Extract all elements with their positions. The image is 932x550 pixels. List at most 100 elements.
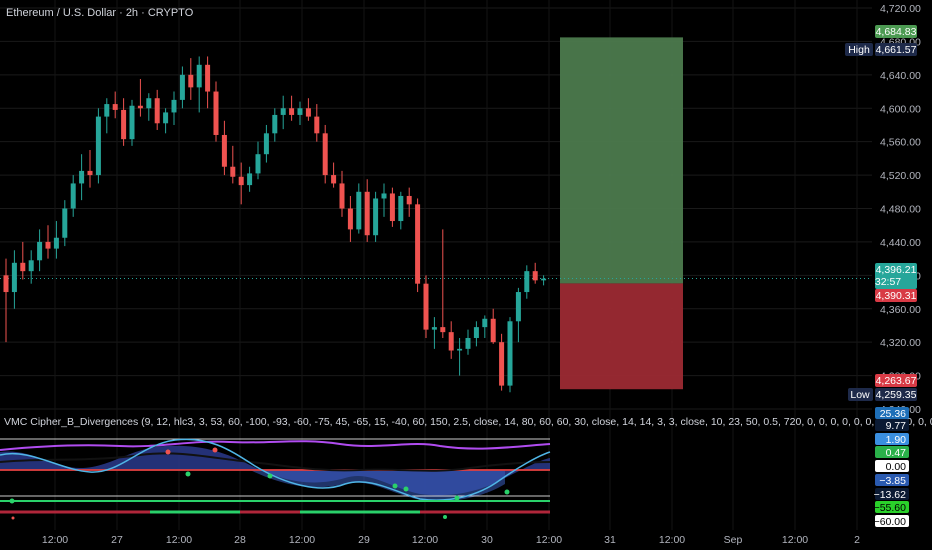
candle[interactable] bbox=[381, 183, 387, 217]
candle-body[interactable] bbox=[45, 241, 51, 249]
indicator-label[interactable]: VMC Cipher_B_Divergences (9, 12, hlc3, 3… bbox=[4, 416, 932, 428]
candle[interactable] bbox=[79, 154, 85, 201]
candle[interactable] bbox=[448, 321, 454, 359]
candle[interactable] bbox=[3, 258, 9, 343]
candle-body[interactable] bbox=[37, 241, 43, 261]
candle[interactable] bbox=[255, 141, 261, 180]
candle-body[interactable] bbox=[297, 108, 303, 115]
candle[interactable] bbox=[11, 250, 17, 309]
candle[interactable] bbox=[163, 108, 169, 134]
candle-body[interactable] bbox=[423, 283, 429, 330]
candle[interactable] bbox=[230, 145, 236, 184]
candle[interactable] bbox=[465, 329, 471, 355]
candle[interactable] bbox=[28, 250, 34, 284]
candle-body[interactable] bbox=[532, 271, 538, 281]
candle-body[interactable] bbox=[11, 262, 17, 293]
candle-body[interactable] bbox=[415, 204, 421, 284]
candle-body[interactable] bbox=[79, 170, 85, 184]
candle-body[interactable] bbox=[104, 104, 110, 117]
candle-body[interactable] bbox=[263, 133, 269, 155]
candle[interactable] bbox=[238, 162, 244, 205]
candle-body[interactable] bbox=[364, 191, 370, 236]
candle-body[interactable] bbox=[20, 262, 26, 272]
candle[interactable] bbox=[331, 162, 337, 188]
candle[interactable] bbox=[121, 98, 127, 146]
candle-body[interactable] bbox=[87, 170, 93, 176]
candle[interactable] bbox=[213, 81, 219, 142]
candle[interactable] bbox=[440, 229, 446, 338]
candle[interactable] bbox=[272, 108, 278, 142]
long-position-tool[interactable] bbox=[560, 37, 683, 390]
candle-body[interactable] bbox=[431, 327, 437, 330]
candle[interactable] bbox=[423, 275, 429, 338]
candle-body[interactable] bbox=[205, 64, 211, 92]
candle-body[interactable] bbox=[507, 321, 513, 386]
candle[interactable] bbox=[247, 166, 253, 192]
candle[interactable] bbox=[482, 315, 488, 338]
candle[interactable] bbox=[364, 179, 370, 242]
candle-body[interactable] bbox=[280, 108, 286, 115]
candle-body[interactable] bbox=[28, 260, 34, 272]
candle[interactable] bbox=[431, 317, 437, 349]
candle-body[interactable] bbox=[347, 208, 353, 230]
candle[interactable] bbox=[457, 337, 463, 376]
candle[interactable] bbox=[53, 221, 59, 259]
candle[interactable] bbox=[322, 124, 328, 184]
candle[interactable] bbox=[297, 101, 303, 125]
candle[interactable] bbox=[389, 187, 395, 227]
candle-body[interactable] bbox=[129, 105, 135, 140]
candle[interactable] bbox=[87, 150, 93, 188]
candle[interactable] bbox=[154, 89, 160, 130]
candle-body[interactable] bbox=[188, 74, 194, 88]
candle[interactable] bbox=[532, 262, 538, 284]
candle[interactable] bbox=[221, 120, 227, 176]
candle[interactable] bbox=[490, 308, 496, 344]
candle[interactable] bbox=[45, 225, 51, 259]
candle[interactable] bbox=[129, 99, 135, 146]
candle-body[interactable] bbox=[146, 98, 152, 109]
candle-body[interactable] bbox=[473, 327, 479, 338]
candle[interactable] bbox=[104, 98, 110, 134]
candle[interactable] bbox=[314, 104, 320, 142]
candle-body[interactable] bbox=[331, 175, 337, 184]
candle-body[interactable] bbox=[247, 173, 253, 186]
candle[interactable] bbox=[62, 200, 68, 247]
candle[interactable] bbox=[507, 317, 513, 393]
candle-body[interactable] bbox=[482, 318, 488, 328]
candle[interactable] bbox=[280, 95, 286, 130]
candle-body[interactable] bbox=[196, 64, 202, 88]
candle-body[interactable] bbox=[314, 116, 320, 134]
candle-body[interactable] bbox=[112, 104, 118, 110]
candle-body[interactable] bbox=[121, 109, 127, 140]
candle[interactable] bbox=[95, 108, 101, 184]
candle[interactable] bbox=[356, 183, 362, 234]
candle[interactable] bbox=[373, 191, 379, 242]
candle-body[interactable] bbox=[289, 108, 295, 115]
candle-body[interactable] bbox=[255, 154, 261, 174]
candle-body[interactable] bbox=[238, 176, 244, 186]
symbol-title[interactable]: Ethereum / U.S. Dollar · 2h · CRYPTO bbox=[6, 7, 194, 19]
candle-body[interactable] bbox=[272, 114, 278, 134]
candle-body[interactable] bbox=[70, 183, 76, 209]
candle-body[interactable] bbox=[398, 195, 404, 222]
candle[interactable] bbox=[289, 95, 295, 121]
candle[interactable] bbox=[196, 56, 202, 113]
candle[interactable] bbox=[339, 170, 345, 217]
candle-body[interactable] bbox=[230, 166, 236, 177]
candle-body[interactable] bbox=[440, 327, 446, 333]
candle[interactable] bbox=[112, 91, 118, 119]
candle[interactable] bbox=[515, 287, 521, 343]
candle-body[interactable] bbox=[389, 193, 395, 222]
candle-body[interactable] bbox=[373, 198, 379, 236]
indicator-pane[interactable]: VMC Cipher_B_Divergences (9, 12, hlc3, 3… bbox=[0, 416, 932, 520]
candle-body[interactable] bbox=[457, 348, 463, 351]
candle[interactable] bbox=[499, 333, 505, 391]
candle-body[interactable] bbox=[499, 342, 505, 386]
candle[interactable] bbox=[398, 191, 404, 230]
time-axis[interactable]: 12:00 27 12:00 28 12:00 29 12:00 30 12:00 31 12:00… bbox=[42, 534, 860, 546]
candle[interactable] bbox=[406, 187, 412, 217]
profit-zone[interactable] bbox=[560, 37, 683, 284]
candle-body[interactable] bbox=[515, 292, 521, 322]
candle[interactable] bbox=[20, 241, 26, 280]
